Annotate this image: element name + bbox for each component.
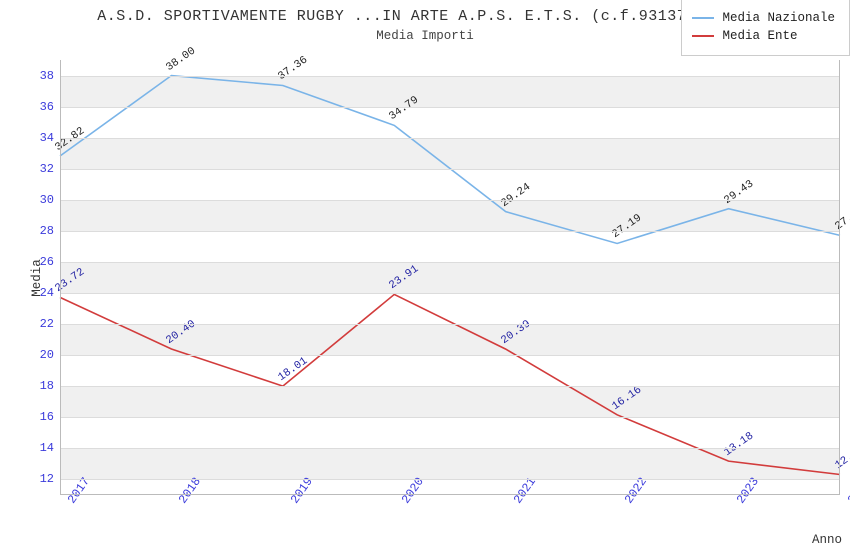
plot-area: Media Anno 32.82 38.00 37.36 34.79 29.24 27.1… <box>60 60 840 495</box>
plot-border <box>60 60 840 495</box>
y-tick-label-14: 14 <box>40 441 60 455</box>
legend-item-nazionale[interactable]: Media Nazionale <box>692 11 835 25</box>
y-tick-label-22: 22 <box>40 317 60 331</box>
chart-container: A.S.D. SPORTIVAMENTE RUGBY ...IN ARTE A.… <box>0 0 850 550</box>
y-tick-label-12: 12 <box>40 472 60 486</box>
legend-box[interactable]: Media Nazionale Media Ente <box>681 0 850 56</box>
y-tick-label-34: 34 <box>40 131 60 145</box>
nazionale-line-icon <box>692 17 714 19</box>
y-tick-label-16: 16 <box>40 410 60 424</box>
legend-item-ente[interactable]: Media Ente <box>692 29 835 43</box>
y-tick-label-32: 32 <box>40 162 60 176</box>
legend-label-nazionale: Media Nazionale <box>722 11 835 25</box>
ente-line-icon <box>692 35 714 37</box>
y-tick-label-24: 24 <box>40 286 60 300</box>
y-tick-label-36: 36 <box>40 100 60 114</box>
y-tick-label-38: 38 <box>40 69 60 83</box>
y-tick-label-28: 28 <box>40 224 60 238</box>
y-tick-label-20: 20 <box>40 348 60 362</box>
y-tick-label-18: 18 <box>40 379 60 393</box>
x-tick-label-2024: 2024 <box>840 471 850 506</box>
y-tick-label-26: 26 <box>40 255 60 269</box>
legend-label-ente: Media Ente <box>722 29 797 43</box>
y-tick-label-30: 30 <box>40 193 60 207</box>
x-axis-title: Anno <box>812 533 842 547</box>
